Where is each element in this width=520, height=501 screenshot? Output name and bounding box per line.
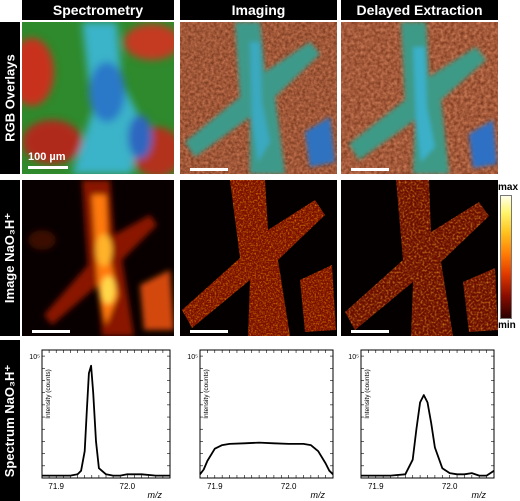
rgb-image-imaging bbox=[180, 22, 337, 174]
x-axis-label: m/z bbox=[311, 490, 326, 500]
scale-bar bbox=[28, 166, 68, 169]
scale-bar-ion-delayed bbox=[351, 330, 389, 333]
y-axis-label: Intensity (counts) bbox=[364, 369, 371, 419]
colorbar bbox=[500, 195, 512, 319]
rgb-panel-imaging bbox=[180, 22, 337, 174]
column-header-spectrometry: Spectrometry bbox=[22, 0, 174, 20]
rgb-panel-spectrometry: 100 µm bbox=[22, 22, 174, 174]
column-header-delayed-extraction: Delayed Extraction bbox=[341, 0, 498, 20]
colorbar-max-label: max bbox=[498, 182, 519, 193]
x-axis-label: m/z bbox=[148, 490, 163, 500]
x-tick-label: 71.9 bbox=[48, 482, 64, 491]
y-tick-label: 10⁵ bbox=[187, 354, 198, 361]
y-axis-label: Intensity (counts) bbox=[203, 369, 210, 419]
scale-bar-delayed bbox=[351, 168, 389, 171]
ion-image-spectrometry bbox=[22, 180, 174, 336]
x-tick-label: 71.9 bbox=[207, 482, 223, 491]
y-axis-label: Intensity (counts) bbox=[45, 369, 52, 419]
x-tick-label: 72.0 bbox=[120, 482, 136, 491]
row-label-image-text: Image NaO₃H⁺ bbox=[2, 212, 17, 304]
ion-map-imaging bbox=[180, 180, 337, 336]
plot-frame bbox=[41, 349, 171, 479]
ion-map-spectrometry bbox=[22, 180, 174, 336]
spectrum-chart-spectrometry: 71.9 72.0 10⁵ m/z Intensity (counts) bbox=[22, 340, 174, 501]
series-line bbox=[361, 394, 495, 477]
scale-bar-imaging bbox=[190, 168, 228, 171]
row-label-rgb: RGB Overlays bbox=[0, 22, 20, 174]
y-tick-label: 10⁵ bbox=[29, 354, 40, 361]
rgb-panel-delayed-extraction bbox=[341, 22, 498, 174]
row-label-image: Image NaO₃H⁺ bbox=[0, 180, 20, 336]
row-label-spectrum: Spectrum NaO₃H⁺ bbox=[0, 340, 20, 501]
scale-bar-ion-spectrometry bbox=[32, 330, 70, 333]
spectrum-chart-imaging: 71.9 72.0 10⁵ m/z Intensity (counts) bbox=[180, 340, 337, 501]
x-axis-label: m/z bbox=[472, 490, 487, 500]
y-tick-label: 10⁵ bbox=[348, 354, 359, 361]
x-tick-label: 72.0 bbox=[281, 482, 297, 491]
x-tick-label: 71.9 bbox=[368, 482, 384, 491]
colorbar-min-label: min bbox=[498, 320, 516, 331]
rgb-image-delayed-extraction bbox=[341, 22, 498, 174]
rgb-image-spectrometry bbox=[22, 22, 174, 174]
x-tick-label: 72.0 bbox=[442, 482, 458, 491]
ion-image-delayed-extraction bbox=[341, 180, 498, 336]
series-line bbox=[199, 441, 334, 475]
column-header-imaging: Imaging bbox=[180, 0, 337, 20]
scale-label: 100 µm bbox=[28, 151, 66, 163]
series-line bbox=[42, 364, 170, 477]
row-label-rgb-text: RGB Overlays bbox=[2, 54, 18, 142]
ion-map-delayed-extraction bbox=[341, 180, 498, 336]
row-label-spectrum-text: Spectrum NaO₃H⁺ bbox=[2, 364, 17, 477]
plot-frame bbox=[199, 349, 334, 479]
plot-frame bbox=[360, 349, 495, 479]
spectrum-chart-delayed-extraction: 71.9 72.0 10⁵ m/z Intensity (counts) bbox=[341, 340, 498, 501]
scale-bar-ion-imaging bbox=[190, 330, 228, 333]
ion-image-imaging bbox=[180, 180, 337, 336]
